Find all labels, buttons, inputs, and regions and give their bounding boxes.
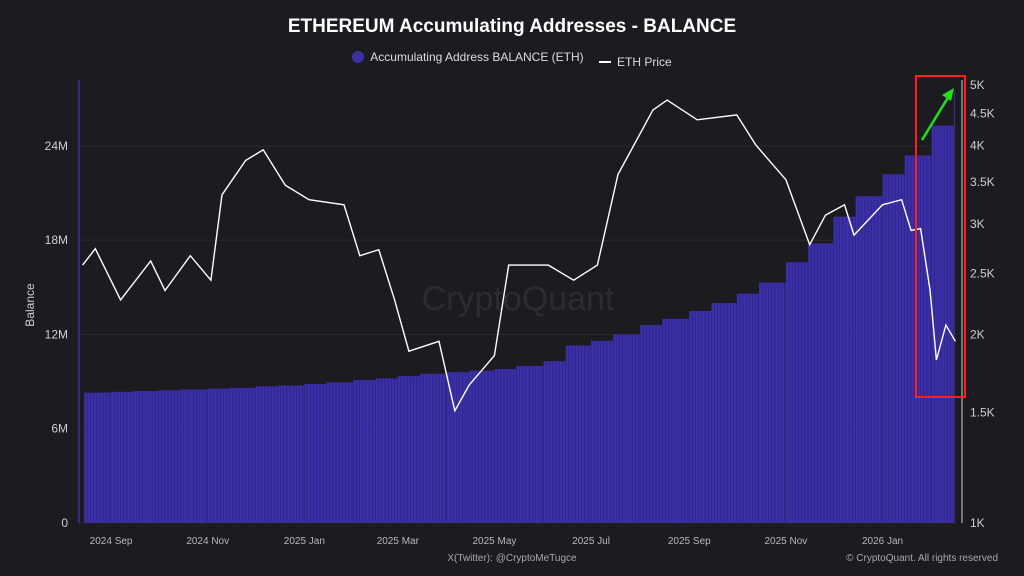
balance-bar <box>931 125 954 524</box>
x-tick-label: 2025 Sep <box>668 536 711 547</box>
left-tick-label: 18M <box>45 233 68 247</box>
balance-bar <box>304 383 327 523</box>
x-tick-label: 2025 Jan <box>284 536 325 547</box>
footer-copyright: © CryptoQuant. All rights reserved <box>846 553 998 564</box>
right-tick-label: 5K <box>970 78 985 92</box>
balance-bar <box>758 282 786 523</box>
left-tick-label: 24M <box>45 139 68 153</box>
right-tick-label: 1.5K <box>970 406 995 420</box>
balance-bar <box>180 389 208 523</box>
balance-bar <box>904 155 932 524</box>
right-tick-label: 3K <box>970 217 985 231</box>
left-tick-label: 6M <box>51 422 68 436</box>
balance-bar <box>353 380 376 523</box>
x-tick-label: 2025 Nov <box>765 536 808 547</box>
legend-label-balance: Accumulating Address BALANCE (ETH) <box>370 50 584 64</box>
balance-bar <box>158 390 181 523</box>
right-tick-label: 4.5K <box>970 107 995 121</box>
balance-bar <box>736 293 759 523</box>
balance-bar <box>277 385 305 523</box>
left-tick-label: 12M <box>45 327 68 341</box>
balance-bar <box>255 386 278 523</box>
right-tick-label: 2K <box>970 327 985 341</box>
legend-item-price[interactable]: ETH Price <box>599 55 672 69</box>
right-tick-label: 2.5K <box>970 267 995 281</box>
left-tick-label: 0 <box>61 516 68 530</box>
balance-bar <box>640 325 663 523</box>
balance-bar <box>689 310 712 523</box>
balance-bar <box>494 369 517 523</box>
balance-bar <box>613 334 640 523</box>
balance-bar <box>855 196 883 523</box>
balance-bar <box>111 391 133 523</box>
balance-bar <box>833 216 856 523</box>
balance-bar <box>207 388 230 523</box>
balance-bar <box>543 361 566 523</box>
balance-bar <box>446 372 469 523</box>
x-tick-label: 2025 May <box>472 536 516 547</box>
balance-bar <box>326 382 354 523</box>
x-tick-label: 2024 Sep <box>90 536 133 547</box>
footer-credit: X(Twitter): @CryptoMeTugce <box>447 553 577 564</box>
balance-bar <box>662 318 689 523</box>
legend: Accumulating Address BALANCE (ETH) ETH P… <box>0 50 1024 69</box>
balance-bar <box>882 174 905 524</box>
balance-bar <box>419 373 447 523</box>
balance-bar <box>516 365 544 523</box>
y-axis-label: Balance <box>23 283 37 327</box>
watermark: CryptoQuant <box>422 280 615 318</box>
balance-bar <box>375 378 398 523</box>
legend-swatch-balance <box>352 51 365 63</box>
balance-bar <box>397 376 420 523</box>
highlight-box <box>915 75 966 398</box>
legend-swatch-price <box>599 61 612 63</box>
arrow-head <box>942 88 954 101</box>
chart-title: ETHEREUM Accumulating Addresses - BALANC… <box>287 16 737 37</box>
x-tick-label: 2024 Nov <box>186 536 229 547</box>
right-tick-label: 4K <box>970 139 985 153</box>
x-tick-label: 2026 Jan <box>862 536 903 547</box>
up-arrow-icon <box>920 95 951 141</box>
price-line <box>82 99 957 413</box>
x-tick-label: 2025 Jul <box>572 536 610 547</box>
right-tick-label: 3.5K <box>970 175 995 189</box>
legend-item-balance[interactable]: Accumulating Address BALANCE (ETH) <box>352 50 584 64</box>
right-tick-label: 1K <box>970 516 985 530</box>
balance-bar <box>785 262 808 523</box>
balance-bar <box>591 340 613 523</box>
balance-bar <box>84 392 111 523</box>
balance-bar <box>953 90 955 523</box>
x-tick-label: 2025 Mar <box>377 536 420 547</box>
legend-label-price: ETH Price <box>617 55 672 69</box>
